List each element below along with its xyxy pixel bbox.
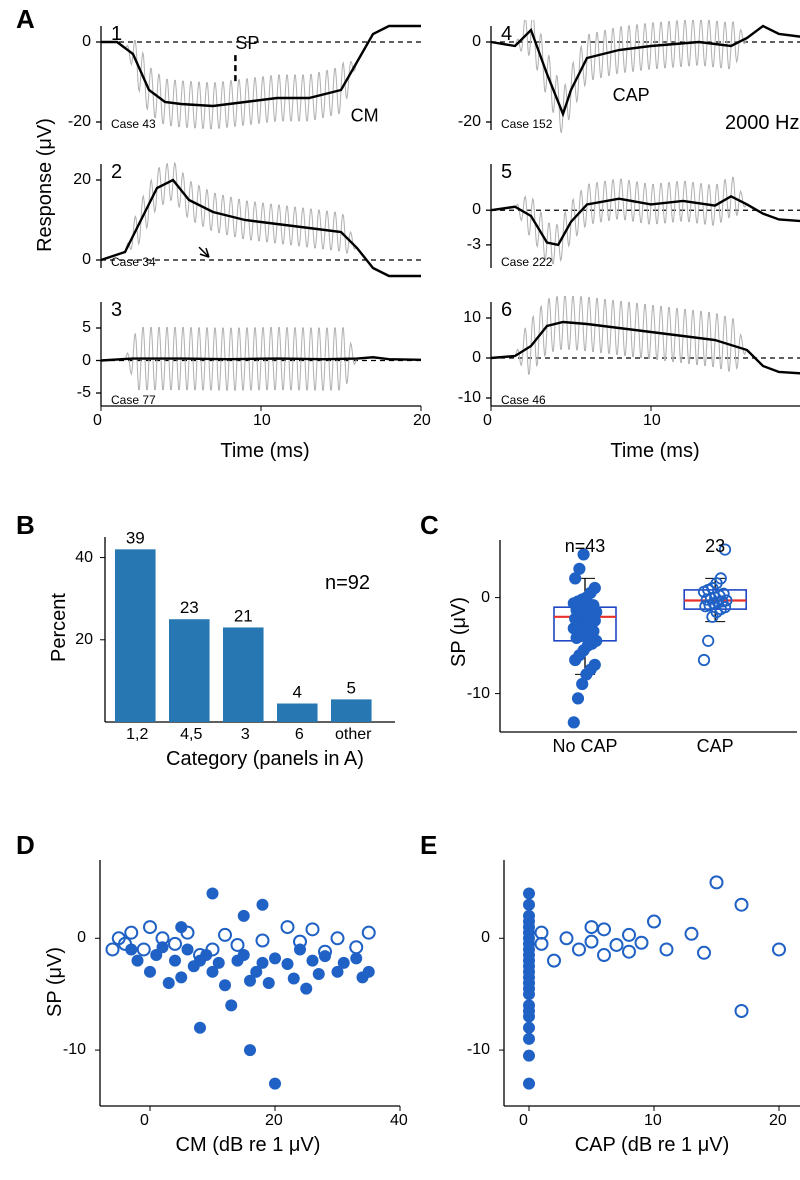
ytick: 0 (77, 929, 86, 947)
svg-text:23: 23 (705, 536, 725, 556)
ytick: -20 (68, 113, 91, 131)
svg-text:23: 23 (180, 598, 199, 617)
svg-text:Case 77: Case 77 (111, 393, 156, 407)
svg-text:CAP: CAP (613, 85, 650, 105)
xtick: 0 (483, 412, 492, 430)
trace-plot-2: 2 Case 34 (95, 158, 425, 278)
svg-text:1: 1 (111, 23, 122, 45)
ytick: 0 (82, 33, 91, 51)
ytick: 0 (481, 589, 490, 607)
ytick: -10 (467, 1041, 490, 1059)
ytick: 20 (75, 631, 93, 649)
panel-e-chart (492, 852, 800, 1118)
panel-a-subplot-3: 3 Case 77 (95, 296, 425, 416)
svg-text:CM: CM (351, 106, 379, 126)
xtick: 6 (279, 726, 319, 744)
xtick: 1,2 (117, 726, 157, 744)
svg-text:n=43: n=43 (565, 536, 606, 556)
ytick: -3 (467, 236, 481, 254)
svg-text:3: 3 (111, 299, 122, 321)
xtick: 20 (769, 1112, 787, 1130)
xtick: No CAP (545, 736, 625, 757)
svg-text:Case 222: Case 222 (501, 255, 553, 269)
ytick: 0 (82, 251, 91, 269)
xtick: 20 (265, 1112, 283, 1130)
svg-text:SP: SP (235, 33, 259, 53)
panel-b-chart: 39 23 21 4 5 (95, 532, 405, 732)
panel-c: n=43 23 (492, 532, 800, 738)
panel-b-xlabel: Category (panels in A) (115, 748, 415, 771)
svg-text:Case 46: Case 46 (501, 393, 546, 407)
trace-plot-1: 1 Case 43 SP CM (95, 20, 425, 140)
panel-a-ylabel: Response (μV) (34, 85, 57, 285)
panel-a-xlabel: Time (ms) (205, 440, 325, 463)
panel-d-ylabel: SP (μV) (44, 947, 67, 1017)
xtick: 3 (225, 726, 265, 744)
panel-b-label: B (16, 510, 35, 541)
ytick: 20 (73, 171, 91, 189)
xtick: 0 (93, 412, 102, 430)
panel-e-xlabel: CAP (dB re 1 μV) (492, 1134, 800, 1157)
figure: A1Case 43SPCM0-202Case 340203Case 7750-5… (0, 0, 800, 1180)
svg-text:Case 34: Case 34 (111, 255, 156, 269)
xtick: 20 (413, 412, 431, 430)
panel-b-ylabel: Percent (48, 593, 71, 662)
ytick: -10 (63, 1041, 86, 1059)
panel-c-label: C (420, 510, 439, 541)
ytick: -5 (77, 384, 91, 402)
svg-text:2: 2 (111, 161, 122, 183)
ytick: -10 (458, 389, 481, 407)
xtick: 0 (519, 1112, 528, 1130)
xtick: 10 (253, 412, 271, 430)
panel-d (88, 852, 408, 1118)
ytick: 10 (463, 309, 481, 327)
panel-b-n: n=92 (325, 572, 370, 595)
xtick: 10 (644, 1112, 662, 1130)
ytick: 0 (82, 352, 91, 370)
svg-text:Case 43: Case 43 (111, 117, 156, 131)
xtick: other (333, 726, 373, 744)
ytick: 0 (472, 201, 481, 219)
panel-e-label: E (420, 830, 437, 861)
panel-a-label: A (16, 4, 35, 35)
xtick: 0 (140, 1112, 149, 1130)
panel-e (492, 852, 800, 1118)
trace-plot-5: 5 Case 222 (485, 158, 800, 278)
annotation-2000hz: 2000 Hz (725, 112, 800, 135)
panel-a-subplot-6: 6 Case 46 (485, 296, 800, 416)
svg-text:4: 4 (293, 683, 302, 702)
panel-d-label: D (16, 830, 35, 861)
trace-plot-3: 3 Case 77 (95, 296, 425, 416)
svg-text:4: 4 (501, 23, 512, 45)
panel-d-chart (88, 852, 408, 1118)
ytick: -10 (467, 685, 490, 703)
ytick: 5 (82, 319, 91, 337)
panel-c-ylabel: SP (μV) (448, 597, 471, 667)
panel-b: 39 23 21 4 5 (95, 532, 405, 732)
ytick: 0 (481, 929, 490, 947)
panel-c-chart: n=43 23 (492, 532, 800, 738)
ytick: 0 (472, 349, 481, 367)
svg-text:21: 21 (234, 606, 253, 625)
ytick: 40 (75, 549, 93, 567)
trace-plot-6: 6 Case 46 (485, 296, 800, 416)
svg-text:5: 5 (501, 161, 512, 183)
xtick: 4,5 (171, 726, 211, 744)
xtick: CAP (675, 736, 755, 757)
svg-text:Case 152: Case 152 (501, 117, 553, 131)
xtick: 40 (390, 1112, 408, 1130)
ytick: 0 (472, 33, 481, 51)
svg-text:5: 5 (347, 678, 356, 697)
panel-a-subplot-1: 1 Case 43 SP CM (95, 20, 425, 140)
svg-text:39: 39 (126, 532, 145, 547)
panel-a-subplot-5: 5 Case 222 (485, 158, 800, 278)
panel-a-subplot-2: 2 Case 34 (95, 158, 425, 278)
panel-a-xlabel: Time (ms) (595, 440, 715, 463)
svg-text:6: 6 (501, 299, 512, 321)
xtick: 10 (643, 412, 661, 430)
panel-d-xlabel: CM (dB re 1 μV) (88, 1134, 408, 1157)
ytick: -20 (458, 113, 481, 131)
